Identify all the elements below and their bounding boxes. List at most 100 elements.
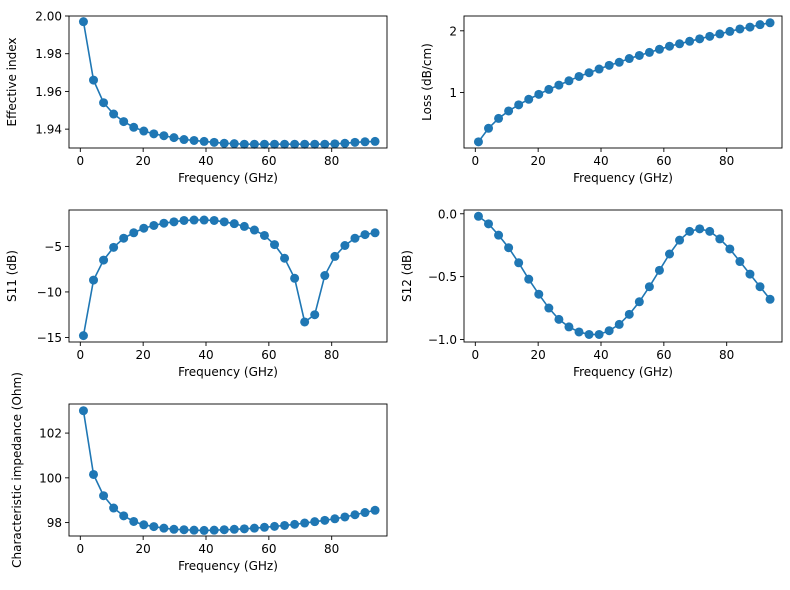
panel-5-xtick-label-1: 20 — [136, 542, 151, 556]
panel-3-ytick-label-1: −10 — [37, 285, 62, 299]
panel-2-point-12 — [594, 64, 604, 74]
panel-5-ytick-label-2: 102 — [39, 427, 62, 441]
panel-3-point-27 — [350, 233, 360, 243]
panel-4-point-20 — [675, 235, 685, 245]
panel-2-point-1 — [484, 123, 494, 133]
panel-5-point-17 — [249, 523, 259, 533]
panel-1-point-14 — [219, 138, 229, 148]
panel-2-xtick-label-2: 40 — [593, 154, 608, 168]
panel-4-point-13 — [604, 326, 614, 336]
panel-1-point-5 — [129, 122, 139, 132]
panel-1-point-2 — [99, 98, 109, 108]
panel-3: 0 20 40 60 80 −15 −10 −5 Frequency (GHz) S11 (dB) — [5, 209, 388, 379]
panel-1-point-16 — [239, 139, 249, 149]
panel-4-point-25 — [725, 244, 735, 254]
panel-3-point-13 — [209, 215, 219, 225]
panel-1-point-22 — [300, 139, 310, 149]
panel-3-point-22 — [300, 317, 310, 327]
panel-3-point-4 — [119, 233, 129, 243]
panel-3-xtick-label-2: 40 — [198, 348, 213, 362]
panel-2-point-14 — [614, 57, 624, 67]
panel-2-point-20 — [675, 39, 685, 49]
panel-4-xlabel: Frequency (GHz) — [573, 365, 673, 379]
panel-1-point-24 — [320, 139, 330, 149]
panel-3-point-20 — [280, 253, 290, 263]
panel-1-point-19 — [270, 139, 280, 149]
panel-2-frame — [463, 15, 783, 149]
panel-4-point-27 — [745, 269, 755, 279]
panel-2-point-7 — [544, 84, 554, 94]
panel-1-point-18 — [259, 139, 269, 149]
panel-5-point-28 — [360, 508, 370, 518]
panel-2-point-25 — [725, 26, 735, 36]
panel-2-ytick-label-0: 1 — [449, 86, 457, 100]
panel-3-frame — [68, 209, 388, 343]
panel-2-xlabel: Frequency (GHz) — [573, 171, 673, 185]
panel-4-xtick-label-2: 40 — [593, 348, 608, 362]
panel-3-point-12 — [199, 215, 209, 225]
panel-2-xtick-label-3: 60 — [656, 154, 671, 168]
panel-2-ylabel: Loss (dB/cm) — [420, 43, 434, 121]
panel-4-point-17 — [644, 282, 654, 292]
panel-4-point-4 — [514, 258, 524, 268]
panel-3-point-6 — [139, 223, 149, 233]
panel-3-point-14 — [219, 217, 229, 227]
panel-2-point-26 — [735, 24, 745, 34]
panel-5-point-24 — [320, 515, 330, 525]
panel-3-point-21 — [290, 273, 300, 283]
panel-5-xlabel: Frequency (GHz) — [178, 559, 278, 573]
panel-5-point-20 — [280, 520, 290, 530]
panel-5-ytick-label-0: 98 — [47, 516, 62, 530]
panel-5-point-19 — [270, 521, 280, 531]
panel-1-xtick-label-3: 60 — [261, 154, 276, 168]
panel-1-point-8 — [159, 131, 169, 141]
panel-4-point-14 — [614, 319, 624, 329]
panel-3-point-5 — [129, 228, 139, 238]
panel-1-point-9 — [169, 133, 179, 143]
panel-2-point-17 — [644, 47, 654, 57]
panel-3-xtick-label-3: 60 — [261, 348, 276, 362]
panel-5-point-18 — [259, 522, 269, 532]
panel-3-xtick-label-0: 0 — [76, 348, 84, 362]
panel-1-point-3 — [109, 109, 119, 119]
panel-3-point-7 — [149, 220, 159, 230]
panel-5-point-11 — [189, 525, 199, 535]
panel-1-xtick-label-0: 0 — [76, 154, 84, 168]
panel-3-point-3 — [109, 242, 119, 252]
panel-1-point-11 — [189, 135, 199, 145]
panel-1-point-23 — [310, 139, 320, 149]
panel-4-xtick-label-1: 20 — [531, 348, 546, 362]
panel-4-point-10 — [574, 327, 584, 337]
panel-2-xtick-label-4: 80 — [719, 154, 734, 168]
panel-2-point-4 — [514, 100, 524, 110]
panel-4-point-5 — [524, 274, 534, 284]
panel-4-ytick-label-0: −1.0 — [428, 333, 457, 347]
panel-4-point-26 — [735, 257, 745, 267]
panel-3-point-0 — [78, 331, 88, 341]
panel-4-frame — [463, 209, 783, 343]
panel-3-point-17 — [249, 225, 259, 235]
panel-5-point-4 — [119, 511, 129, 521]
panel-5-point-3 — [109, 503, 119, 513]
panel-5-frame — [68, 403, 388, 537]
panel-3-xtick-label-4: 80 — [324, 348, 339, 362]
panel-2-point-28 — [755, 20, 765, 30]
panel-4-point-15 — [624, 309, 634, 319]
panel-2-point-27 — [745, 22, 755, 32]
panel-4-point-7 — [544, 303, 554, 313]
panel-4-xtick-label-4: 80 — [719, 348, 734, 362]
panel-2-point-13 — [604, 60, 614, 70]
panel-4-ytick-label-2: 0.0 — [438, 207, 457, 221]
panel-5-point-6 — [139, 520, 149, 530]
panel-2-xtick-label-0: 0 — [471, 154, 479, 168]
panel-5-point-13 — [209, 525, 219, 535]
panel-5-xtick-label-0: 0 — [76, 542, 84, 556]
panel-5-point-14 — [219, 525, 229, 535]
panel-3-point-26 — [340, 241, 350, 250]
panel-1-ylabel: Effective index — [5, 38, 19, 127]
panel-3-point-11 — [189, 215, 199, 225]
panel-1-point-26 — [340, 138, 350, 148]
panel-2-point-23 — [705, 31, 715, 41]
panel-2-point-22 — [695, 34, 705, 44]
panel-5-point-0 — [78, 406, 88, 416]
